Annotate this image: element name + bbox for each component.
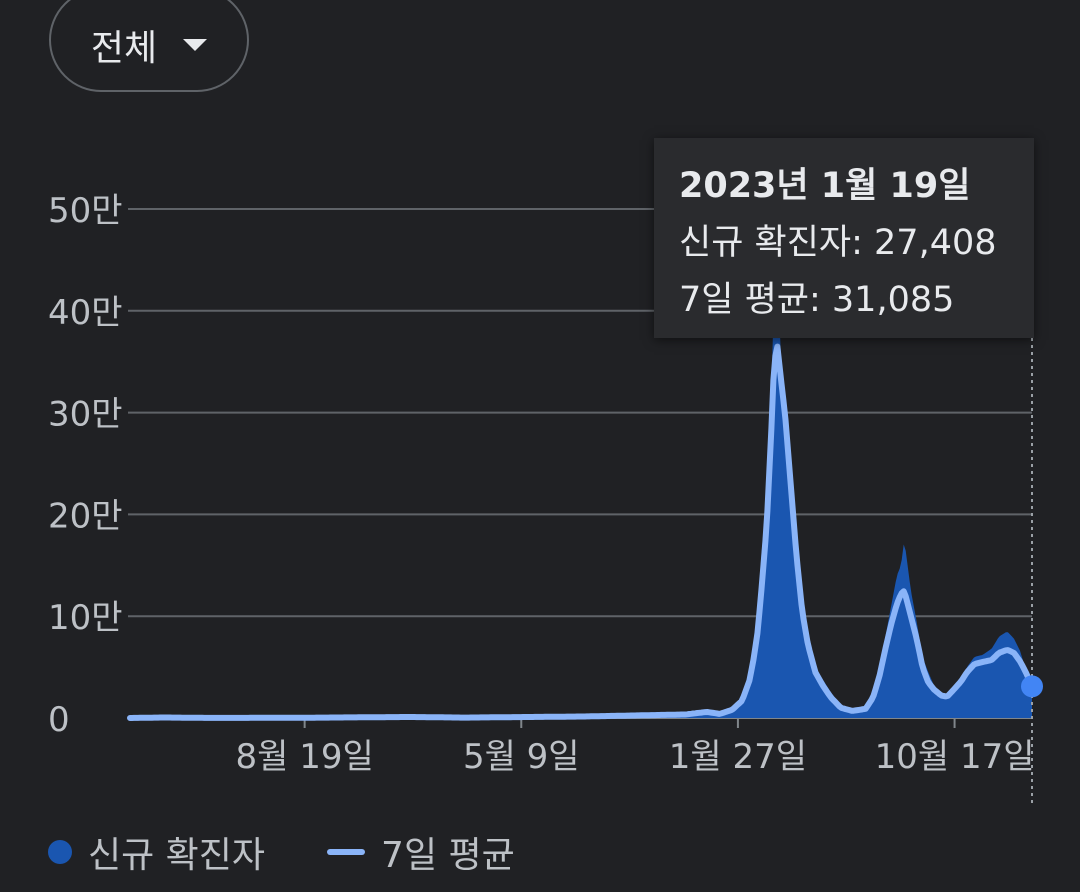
filter-label: 전체 — [90, 28, 158, 69]
y-tick-label: 50만 — [48, 191, 123, 231]
x-tick-label: 10월 17일 — [875, 737, 1035, 777]
legend-item-new-cases[interactable]: 신규 확진자 — [48, 826, 265, 878]
legend-7day-average-line-icon — [327, 849, 366, 855]
filter-dropdown[interactable]: 전체 — [49, 0, 249, 92]
tooltip-7day-average: 7일 평균: 31,085 — [679, 280, 955, 320]
x-tick-label: 8월 19일 — [236, 737, 374, 777]
chart-tooltip: 2023년 1월 19일 신규 확진자: 27,408 7일 평균: 31,08… — [654, 138, 1034, 338]
y-tick-label: 20만 — [48, 496, 123, 536]
x-tick-label: 1월 27일 — [669, 737, 807, 777]
hover-point-marker — [1021, 675, 1043, 698]
legend-item-7day-average[interactable]: 7일 평균 — [327, 826, 515, 878]
y-tick-label: 30만 — [48, 395, 123, 435]
tooltip-date: 2023년 1월 19일 — [679, 166, 971, 206]
legend: 신규 확진자 7일 평균 — [48, 826, 515, 878]
legend-7day-average-label: 7일 평균 — [381, 835, 515, 876]
y-tick-label: 40만 — [48, 293, 123, 333]
legend-new-cases-label: 신규 확진자 — [88, 835, 266, 876]
seven-day-average-line — [127, 343, 1035, 721]
legend-new-cases-dot-icon — [48, 840, 72, 864]
x-tick-label: 5월 9일 — [463, 737, 580, 777]
dropdown-arrow-icon — [183, 39, 208, 51]
y-tick-label: 0 — [48, 700, 70, 740]
tooltip-new-cases: 신규 확진자: 27,408 — [679, 223, 997, 263]
y-tick-label: 10만 — [48, 598, 123, 638]
